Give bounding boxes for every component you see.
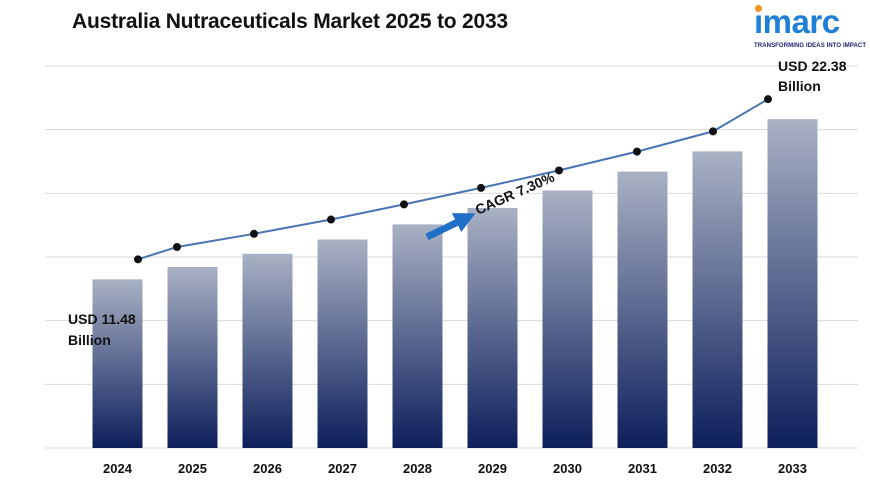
logo-letter-i: ı bbox=[754, 3, 763, 40]
start-value-label: USD 11.48 bbox=[68, 311, 136, 327]
trend-marker-2028 bbox=[400, 200, 408, 209]
end-value-label: USD 22.38 bbox=[778, 58, 847, 74]
bar-2025 bbox=[167, 266, 218, 448]
x-tick-label: 2032 bbox=[703, 461, 732, 476]
bar-2029 bbox=[467, 207, 518, 448]
logo-tagline: TRANSFORMING IDEAS INTO IMPACT bbox=[754, 43, 867, 49]
x-tick-label: 2031 bbox=[628, 461, 657, 476]
x-tick-label: 2025 bbox=[178, 461, 207, 476]
bar-2028 bbox=[392, 224, 443, 448]
x-tick-label: 2028 bbox=[403, 461, 432, 476]
trend-line bbox=[137, 98, 769, 261]
x-tick-label: 2026 bbox=[253, 461, 282, 476]
start-value-unit: Billion bbox=[68, 332, 111, 348]
trend-marker-2033 bbox=[764, 95, 772, 104]
trend-marker-2030 bbox=[555, 166, 563, 175]
trend-marker-2024 bbox=[134, 255, 142, 264]
bar-2030 bbox=[542, 190, 593, 448]
trend-marker-2025 bbox=[173, 242, 181, 251]
x-tick-label: 2027 bbox=[328, 461, 357, 476]
chart-title: Australia Nutraceuticals Market 2025 to … bbox=[72, 10, 508, 33]
trend-marker-2027 bbox=[327, 215, 335, 224]
logo-letters: marc bbox=[762, 3, 840, 40]
cagr-arrow-icon bbox=[425, 213, 476, 241]
trend-marker-2026 bbox=[250, 229, 258, 238]
x-tick-label: 2024 bbox=[103, 461, 133, 476]
bar-2031 bbox=[617, 171, 668, 448]
trend-line-layer bbox=[134, 95, 772, 264]
bar-2026 bbox=[242, 253, 293, 448]
x-tick-label: 2030 bbox=[553, 461, 582, 476]
x-axis-ticks: 2024 2025 2026 2027 2028 2029 2030 2031 2032 2033 bbox=[103, 461, 807, 476]
bar-2024 bbox=[92, 279, 143, 448]
trend-marker-2031 bbox=[633, 147, 641, 156]
trend-marker-2032 bbox=[709, 127, 717, 136]
bar-2032 bbox=[692, 151, 743, 448]
end-value-unit: Billion bbox=[778, 78, 821, 94]
bar-2033 bbox=[767, 119, 818, 448]
logo-wordmark: ımarc bbox=[754, 2, 840, 42]
imarc-logo: ımarc TRANSFORMING IDEAS INTO IMPACT bbox=[748, 2, 866, 54]
trend-marker-2029 bbox=[477, 183, 485, 192]
logo-dot-icon bbox=[755, 5, 762, 12]
x-tick-label: 2029 bbox=[478, 461, 507, 476]
bars bbox=[92, 119, 818, 448]
x-tick-label: 2033 bbox=[778, 461, 807, 476]
bar-2027 bbox=[317, 239, 368, 448]
